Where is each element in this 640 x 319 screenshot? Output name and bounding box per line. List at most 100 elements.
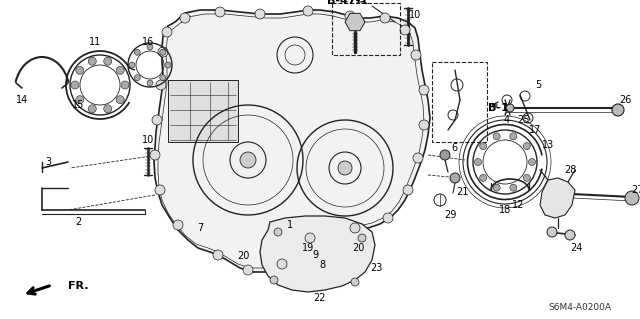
Text: 22: 22 xyxy=(314,293,326,303)
Circle shape xyxy=(129,62,135,68)
Text: 5: 5 xyxy=(535,80,541,90)
Text: 26: 26 xyxy=(619,95,631,105)
Circle shape xyxy=(155,185,165,195)
Circle shape xyxy=(76,96,84,104)
Text: 3: 3 xyxy=(45,157,51,167)
Text: 20: 20 xyxy=(237,251,249,261)
Circle shape xyxy=(277,259,287,269)
Circle shape xyxy=(270,276,278,284)
Circle shape xyxy=(411,50,421,60)
Circle shape xyxy=(147,80,153,86)
Text: 17: 17 xyxy=(529,125,541,135)
Circle shape xyxy=(440,150,450,160)
Text: 27: 27 xyxy=(632,185,640,195)
Circle shape xyxy=(147,44,153,50)
Circle shape xyxy=(474,159,481,166)
Polygon shape xyxy=(154,10,430,272)
Circle shape xyxy=(173,220,183,230)
Text: 29: 29 xyxy=(444,210,456,220)
Text: 9: 9 xyxy=(312,250,318,260)
Circle shape xyxy=(450,173,460,183)
Circle shape xyxy=(350,223,360,233)
Circle shape xyxy=(160,75,166,81)
Text: FR.: FR. xyxy=(68,281,88,291)
Circle shape xyxy=(243,265,253,275)
Text: 15: 15 xyxy=(72,100,84,110)
Circle shape xyxy=(255,9,265,19)
Circle shape xyxy=(303,6,313,16)
Circle shape xyxy=(547,227,557,237)
Text: 10: 10 xyxy=(142,135,154,145)
Circle shape xyxy=(134,75,140,81)
Circle shape xyxy=(165,62,171,68)
Circle shape xyxy=(158,47,168,57)
Circle shape xyxy=(625,191,639,205)
Bar xyxy=(332,3,400,55)
Text: 28: 28 xyxy=(564,165,576,175)
Circle shape xyxy=(506,104,514,112)
Polygon shape xyxy=(260,216,375,292)
Circle shape xyxy=(116,66,124,74)
Text: 19: 19 xyxy=(302,243,314,253)
Text: 23: 23 xyxy=(370,263,382,273)
Circle shape xyxy=(104,105,112,113)
Circle shape xyxy=(160,49,166,55)
Text: 16: 16 xyxy=(142,37,154,47)
Circle shape xyxy=(612,104,624,116)
Circle shape xyxy=(213,250,223,260)
Circle shape xyxy=(529,159,536,166)
Circle shape xyxy=(162,27,172,37)
Text: B-1: B-1 xyxy=(488,103,508,113)
Circle shape xyxy=(380,13,390,23)
Circle shape xyxy=(524,143,531,150)
Circle shape xyxy=(152,115,162,125)
Circle shape xyxy=(479,174,486,182)
Text: 13: 13 xyxy=(542,140,554,150)
Circle shape xyxy=(88,57,96,65)
Text: 14: 14 xyxy=(16,95,28,105)
Circle shape xyxy=(493,184,500,191)
Text: 2: 2 xyxy=(75,217,81,227)
Circle shape xyxy=(510,133,517,140)
Polygon shape xyxy=(540,178,575,218)
Circle shape xyxy=(403,185,413,195)
Polygon shape xyxy=(345,13,365,31)
Text: 11: 11 xyxy=(89,37,101,47)
Circle shape xyxy=(134,49,140,55)
Circle shape xyxy=(116,96,124,104)
Circle shape xyxy=(305,233,315,243)
Circle shape xyxy=(338,161,352,175)
Circle shape xyxy=(88,105,96,113)
Text: 1: 1 xyxy=(287,220,293,230)
Text: S6M4-A0200A: S6M4-A0200A xyxy=(548,302,611,311)
Circle shape xyxy=(358,234,366,242)
Text: 8: 8 xyxy=(319,260,325,270)
Text: 20: 20 xyxy=(352,243,364,253)
Circle shape xyxy=(400,25,410,35)
Text: 12: 12 xyxy=(512,200,524,210)
Circle shape xyxy=(345,11,355,21)
Circle shape xyxy=(351,278,359,286)
Circle shape xyxy=(180,13,190,23)
Text: 25: 25 xyxy=(518,115,531,125)
Circle shape xyxy=(71,81,79,89)
Circle shape xyxy=(215,7,225,17)
Circle shape xyxy=(413,153,423,163)
Text: 7: 7 xyxy=(197,223,203,233)
Circle shape xyxy=(150,150,160,160)
Text: 10: 10 xyxy=(409,10,421,20)
Circle shape xyxy=(565,230,575,240)
Bar xyxy=(432,62,487,142)
Text: 4: 4 xyxy=(504,115,510,125)
Text: B-47-1: B-47-1 xyxy=(328,0,369,6)
Circle shape xyxy=(383,213,393,223)
Text: 21: 21 xyxy=(456,187,468,197)
Circle shape xyxy=(121,81,129,89)
Circle shape xyxy=(156,80,166,90)
Circle shape xyxy=(240,152,256,168)
Circle shape xyxy=(510,184,517,191)
Text: 24: 24 xyxy=(570,243,582,253)
Circle shape xyxy=(104,57,112,65)
Circle shape xyxy=(524,174,531,182)
Bar xyxy=(168,80,238,142)
